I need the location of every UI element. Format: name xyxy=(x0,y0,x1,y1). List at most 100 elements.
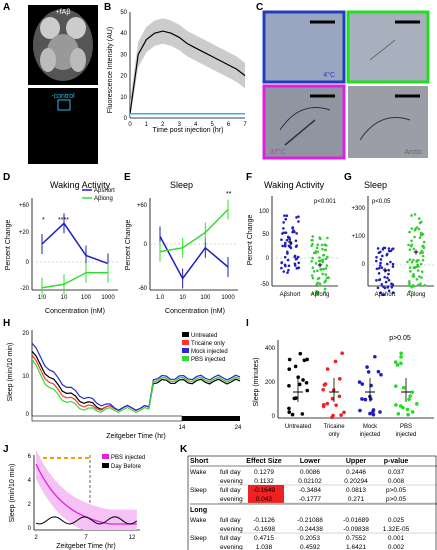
table-cell: 1.038 xyxy=(256,544,273,550)
data-point xyxy=(393,360,398,364)
legend-label: Untreated xyxy=(191,333,217,339)
x-tick-label: 100 xyxy=(200,295,211,301)
data-point xyxy=(375,255,378,259)
data-point xyxy=(363,397,368,402)
table-cell: Wake xyxy=(190,517,207,524)
data-point xyxy=(418,221,422,225)
b-ytick: 50 xyxy=(120,10,127,16)
svg-text:14: 14 xyxy=(179,425,186,431)
svg-text:20: 20 xyxy=(22,331,29,337)
data-point xyxy=(375,259,378,263)
data-point xyxy=(311,238,314,242)
data-point xyxy=(358,408,362,413)
data-point xyxy=(401,386,406,390)
svg-text:7: 7 xyxy=(84,535,88,541)
svg-text:0: 0 xyxy=(272,414,276,420)
g-p: p<0.05 xyxy=(372,199,391,205)
svg-text:0: 0 xyxy=(266,256,270,262)
svg-text:+60: +60 xyxy=(19,203,30,209)
data-point xyxy=(296,255,300,259)
data-point xyxy=(337,377,342,381)
data-point xyxy=(304,380,309,385)
data-point xyxy=(294,257,298,261)
d-legend1: Aβshort xyxy=(94,188,115,194)
svg-text:50: 50 xyxy=(262,232,269,238)
data-point xyxy=(316,277,320,281)
data-point xyxy=(324,248,327,252)
data-point xyxy=(365,365,369,369)
x-tick-label: 1000 xyxy=(101,295,115,301)
table-cell: -0.1698 xyxy=(253,526,275,533)
data-point xyxy=(415,278,419,281)
data-point xyxy=(423,284,427,287)
legend-label: Tricaine only xyxy=(191,341,225,347)
data-point xyxy=(283,263,287,267)
data-point xyxy=(417,227,421,231)
data-point xyxy=(316,281,320,285)
data-point xyxy=(360,397,364,401)
table-cell: -0.1649 xyxy=(253,487,275,494)
table-cell: Sleep xyxy=(190,535,207,542)
table-cell: -0.3484 xyxy=(299,487,321,494)
svg-text:0: 0 xyxy=(26,412,30,418)
svg-text:0: 0 xyxy=(144,242,148,248)
j-xlabel: Zeitgeber Time (hr) xyxy=(56,543,116,550)
table-cell: 0.042 xyxy=(256,496,273,503)
data-point xyxy=(325,367,330,371)
table-header: Upper xyxy=(346,458,367,465)
table-cell: 1.6421 xyxy=(346,544,366,550)
data-point xyxy=(418,283,422,287)
data-point xyxy=(323,290,327,294)
table-cell: -0.1777 xyxy=(299,496,321,503)
data-point xyxy=(324,279,327,282)
data-point xyxy=(324,244,328,247)
data-point xyxy=(380,282,384,286)
data-point xyxy=(311,266,315,270)
b-xlabel: Time post injection (hr) xyxy=(153,127,224,134)
data-point xyxy=(292,229,295,232)
data-point xyxy=(318,256,321,259)
svg-text:0: 0 xyxy=(28,526,32,532)
b-xtick: 4 xyxy=(194,122,198,128)
data-point xyxy=(405,407,410,412)
data-point xyxy=(321,260,325,264)
table-cell: full day xyxy=(220,487,241,494)
data-point xyxy=(312,270,316,273)
data-point xyxy=(293,255,297,259)
data-point xyxy=(386,286,390,289)
x-tick-label: 100 xyxy=(81,295,92,301)
data-point xyxy=(413,213,417,216)
data-point xyxy=(324,257,328,261)
b-ytick: 10 xyxy=(120,95,127,101)
table-cell: 0.002 xyxy=(388,544,405,550)
f-ylabel: Percent Change xyxy=(247,215,254,266)
legend-label: PBS injected xyxy=(191,357,225,363)
chart-b: Fluorescence Intensity (AU) Time post in… xyxy=(107,10,247,134)
data-point xyxy=(280,266,283,270)
data-point xyxy=(321,272,325,276)
em-arctic-magenta xyxy=(262,84,346,160)
j-legend2: Day Before xyxy=(111,464,142,470)
chart-e: Percent Change Concentration (nM) +60 0 … xyxy=(125,191,238,315)
data-point xyxy=(393,384,398,388)
svg-text:100: 100 xyxy=(259,209,270,215)
svg-text:2: 2 xyxy=(34,535,38,541)
data-point xyxy=(377,266,381,270)
data-point xyxy=(357,380,362,384)
mean-marker: + xyxy=(287,237,292,247)
panel-label-f: F xyxy=(246,172,252,183)
data-point xyxy=(311,242,314,246)
b-xtick: 6 xyxy=(227,122,231,128)
data-point xyxy=(387,272,390,276)
legend-swatch xyxy=(182,340,189,345)
larva-image-control xyxy=(28,88,98,164)
data-point xyxy=(376,247,380,250)
table-border xyxy=(187,455,437,550)
data-point xyxy=(408,258,412,262)
data-point xyxy=(325,264,329,267)
data-point xyxy=(282,231,286,234)
svg-text:+20: +20 xyxy=(19,230,30,236)
i-p: p>0.05 xyxy=(389,335,411,342)
b-ylabel: Fluorescence Intensity (AU) xyxy=(107,27,114,113)
data-point xyxy=(415,402,419,406)
